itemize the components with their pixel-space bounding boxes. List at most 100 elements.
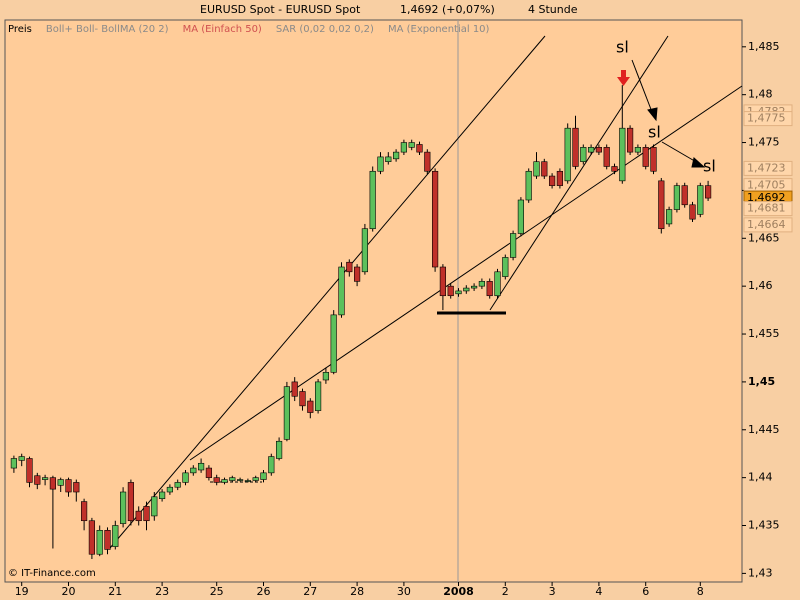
candle-body (26, 458, 33, 483)
candle-body (611, 166, 618, 172)
legend-entry: Preis (8, 24, 32, 35)
price-label: 1,4775 (747, 112, 786, 125)
candle-body (213, 477, 220, 483)
candle-body (34, 475, 41, 485)
candle-body (143, 506, 150, 522)
candle-body (307, 400, 314, 413)
candle-body (572, 127, 579, 167)
candle-body (237, 479, 244, 481)
arrow-head (617, 77, 630, 86)
candle-body (658, 180, 665, 230)
candle-body (10, 458, 18, 469)
legend-entry: SAR (0,02 0,02 0,2) (276, 24, 374, 35)
y-tick-label: 1,455 (748, 327, 780, 340)
candle-body (502, 257, 509, 277)
price-label: 1,4723 (747, 161, 786, 174)
candle-body (268, 456, 275, 474)
arrowhead (647, 107, 658, 122)
candle-body (135, 510, 142, 522)
candle-body (260, 472, 267, 480)
chart-subtitle: 1,4692 (+0,07%) (400, 3, 495, 16)
candle-body (127, 482, 135, 522)
candle-body (18, 456, 25, 461)
candle-body (478, 281, 486, 287)
candle-body (626, 127, 634, 153)
x-tick-label: 26 (257, 585, 271, 598)
x-tick-label: 21 (108, 585, 122, 598)
y-tick-label: 1,445 (748, 423, 780, 436)
arrow-shaft (621, 70, 626, 78)
candle-body (283, 386, 291, 440)
candle-body (486, 281, 493, 297)
y-tick-label: 1,45 (748, 375, 775, 388)
candle-body (689, 204, 696, 220)
candle-body (463, 287, 470, 292)
legend-entry: MA (Einfach 50) (183, 24, 262, 35)
x-tick-label: 8 (697, 585, 704, 598)
candle-body (431, 170, 439, 268)
candle-body (517, 199, 524, 234)
candle-body (439, 266, 447, 297)
plot-area (4, 19, 743, 583)
trendline (189, 85, 743, 461)
annotation: sl (616, 38, 629, 57)
candle-body (392, 151, 400, 160)
candle-body (564, 127, 571, 182)
candle-body (353, 266, 361, 282)
candle-body (595, 147, 602, 153)
candle-body (198, 462, 205, 471)
x-tick-label: 27 (303, 585, 317, 598)
candle-body (166, 486, 174, 493)
candle-body (704, 185, 712, 199)
candle-body (229, 477, 236, 481)
candle-body (314, 381, 322, 411)
candle-body (619, 127, 626, 182)
candle-body (525, 170, 532, 201)
price-label: 1,4705 (747, 179, 786, 192)
candle-body (548, 175, 556, 186)
y-tick-label: 1,475 (748, 136, 780, 149)
y-tick-label: 1,485 (748, 40, 780, 53)
y-tick-label: 1,48 (748, 88, 773, 101)
candle-body (182, 472, 189, 483)
x-tick-label: 4 (595, 585, 602, 598)
candle-body (81, 501, 88, 522)
candle-body (673, 185, 680, 210)
candle-body (603, 147, 610, 167)
price-label-box (743, 111, 793, 127)
arrow (631, 59, 653, 113)
candle-body (244, 480, 252, 482)
price-label-box (743, 160, 793, 176)
candle-body (174, 482, 181, 488)
arrowhead (691, 157, 706, 168)
candle-body (88, 520, 95, 555)
x-tick-label: 23 (155, 585, 169, 598)
price-label-box (743, 201, 793, 217)
candle-body (587, 147, 595, 153)
candle-body (65, 479, 72, 493)
y-tick-label: 1,435 (748, 519, 780, 532)
candle-body (509, 233, 517, 258)
x-tick-label: 2008 (443, 585, 474, 598)
candle-body (494, 271, 501, 297)
candle-body (49, 477, 56, 490)
candle-body (361, 228, 369, 273)
candle-body (112, 525, 119, 547)
candle-body (541, 161, 548, 177)
x-tick-label: 19 (15, 585, 29, 598)
annotation: sl (703, 157, 716, 176)
candle-body (697, 185, 704, 215)
annotation: sl (648, 123, 661, 142)
candle-body (322, 372, 330, 381)
candle-body (159, 491, 166, 500)
candle-body (447, 285, 454, 297)
candle-body (470, 285, 478, 289)
candle-body (377, 156, 384, 172)
x-tick-label: 28 (350, 585, 364, 598)
y-tick-label: 1,46 (748, 279, 773, 292)
legend-entry: Boll+ Boll- BollMA (20 2) (46, 24, 169, 35)
candle-body (556, 170, 563, 186)
legend-entry: MA (Exponential 10) (388, 24, 490, 35)
candle-body (205, 467, 213, 478)
